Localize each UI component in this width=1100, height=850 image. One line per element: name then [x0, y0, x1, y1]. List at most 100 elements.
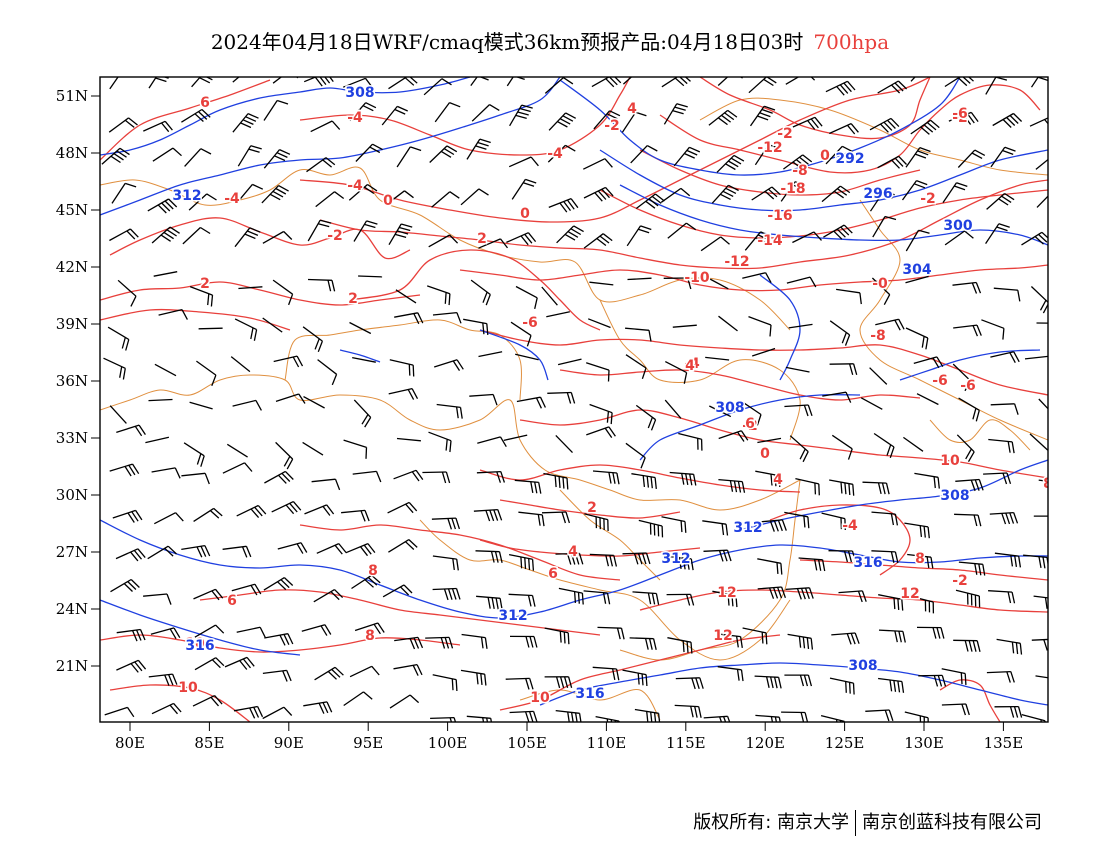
wind-barb-feather — [982, 564, 986, 576]
wind-barb-feather — [196, 453, 202, 465]
wind-barb-feather — [852, 363, 858, 375]
wind-barb-feather — [124, 466, 132, 477]
wind-barb-feather — [690, 706, 694, 718]
wind-barb-feather — [173, 627, 181, 639]
wind-barb-shaft — [151, 467, 176, 473]
wind-barb-feather — [324, 77, 331, 84]
wind-barb-feather — [965, 448, 972, 460]
wind-barb-feather — [209, 510, 220, 519]
wind-barb-feather — [682, 640, 685, 653]
wind-barb-feather — [773, 520, 779, 532]
wind-barb-feather — [476, 672, 479, 685]
wind-barb-feather — [777, 519, 783, 532]
wind-barb-feather — [455, 406, 459, 419]
wind-barb-shaft — [389, 694, 411, 709]
wind-barb-feather — [964, 230, 974, 239]
wind-barb-feather — [884, 709, 890, 722]
wind-barb-shaft — [109, 405, 127, 424]
wind-barb-shaft — [712, 590, 737, 597]
temperature-label: -8 — [870, 328, 886, 344]
wind-barb-feather — [737, 431, 745, 442]
wind-barb-shaft — [109, 77, 119, 90]
wind-barb-feather — [888, 709, 894, 722]
wind-barb-feather — [317, 340, 324, 353]
wind-barb-feather — [735, 595, 738, 608]
title-level: 700hpa — [813, 30, 890, 54]
wind-barb-feather — [894, 513, 899, 526]
lat-tick-label: 51N — [56, 87, 88, 105]
wind-barb-feather — [960, 672, 963, 685]
wind-barb-feather — [936, 356, 944, 368]
wind-barb-feather — [740, 430, 749, 441]
wind-barb-feather — [850, 123, 859, 133]
wind-barb-feather — [894, 630, 898, 643]
wind-barb-feather — [479, 138, 491, 144]
wind-barb-feather — [686, 641, 689, 653]
wind-barb-shaft — [944, 77, 961, 88]
lon-tick-label: 125E — [825, 734, 865, 752]
temperature-contour — [100, 308, 291, 331]
wind-barb-shaft — [748, 315, 772, 326]
wind-barb-feather — [1055, 679, 1056, 690]
wind-barb-feather — [606, 592, 611, 605]
wind-barb-shaft — [838, 590, 863, 594]
wind-barb-feather — [978, 563, 982, 576]
wind-barb-feather — [893, 597, 896, 610]
wind-barb-feather — [524, 711, 530, 722]
geopotential-contour — [100, 77, 561, 216]
wind-barb-feather — [606, 411, 610, 423]
wind-barb-feather — [334, 478, 341, 491]
temperature-contour — [769, 504, 911, 576]
wind-barb-shaft — [625, 354, 647, 369]
wind-barb-feather — [740, 669, 744, 682]
footer-left: 版权所有: 南京大学 — [693, 812, 849, 833]
wind-barb-shaft — [784, 404, 809, 408]
wind-barb-feather — [728, 184, 739, 192]
wind-barb-shaft — [466, 138, 481, 160]
wind-barb-feather — [164, 674, 170, 686]
wind-barb-feather — [563, 676, 569, 688]
wind-barb-feather — [976, 324, 982, 336]
wind-barb-feather — [171, 673, 178, 685]
wind-barb-feather — [477, 141, 489, 147]
wind-barb-shaft — [154, 363, 177, 377]
wind-barb-feather — [681, 473, 685, 485]
wind-barb-feather — [296, 355, 304, 367]
wind-barb-shaft — [236, 626, 261, 633]
temperature-label: 8 — [365, 628, 375, 644]
wind-barb-feather — [686, 149, 698, 156]
wind-barb-feather — [1013, 706, 1019, 718]
geopotential-contour — [899, 349, 1041, 381]
wind-barb-feather — [334, 191, 345, 200]
wind-barb-shaft — [194, 624, 216, 638]
wind-barb-feather — [441, 78, 452, 86]
wind-barb-shaft — [351, 574, 372, 590]
wind-barb-shaft — [515, 353, 539, 361]
wind-barb-shaft — [272, 279, 293, 295]
wind-barb-feather — [821, 559, 826, 572]
wind-barb-feather — [566, 477, 569, 490]
wind-barb-feather — [492, 394, 498, 406]
wind-barb-shaft — [941, 703, 966, 706]
wind-barb-feather — [678, 557, 682, 570]
wind-barb-feather — [765, 632, 768, 645]
wind-barb-feather — [1051, 157, 1060, 164]
wind-barb-shaft — [232, 399, 257, 407]
temperature-contour — [459, 264, 1048, 292]
wind-barb-feather — [367, 543, 376, 553]
wind-barb-shaft — [343, 439, 367, 449]
wind-barb-feather — [1015, 642, 1019, 655]
wind-barb-feather — [490, 551, 495, 563]
wind-barb-feather — [574, 712, 578, 722]
wind-barb-feather — [1034, 236, 1044, 245]
wind-barb-shaft — [905, 147, 921, 168]
wind-barb-shaft — [432, 555, 457, 560]
wind-barb-shaft — [343, 691, 364, 707]
wind-barb-shaft — [263, 100, 278, 121]
wind-barb-feather — [1043, 71, 1054, 75]
wind-barb-shaft — [310, 120, 333, 133]
wind-barb-feather — [1037, 77, 1048, 82]
temperature-label: 0 — [820, 148, 830, 164]
wind-barb-shaft — [184, 148, 202, 167]
wind-barb-feather — [455, 679, 458, 692]
